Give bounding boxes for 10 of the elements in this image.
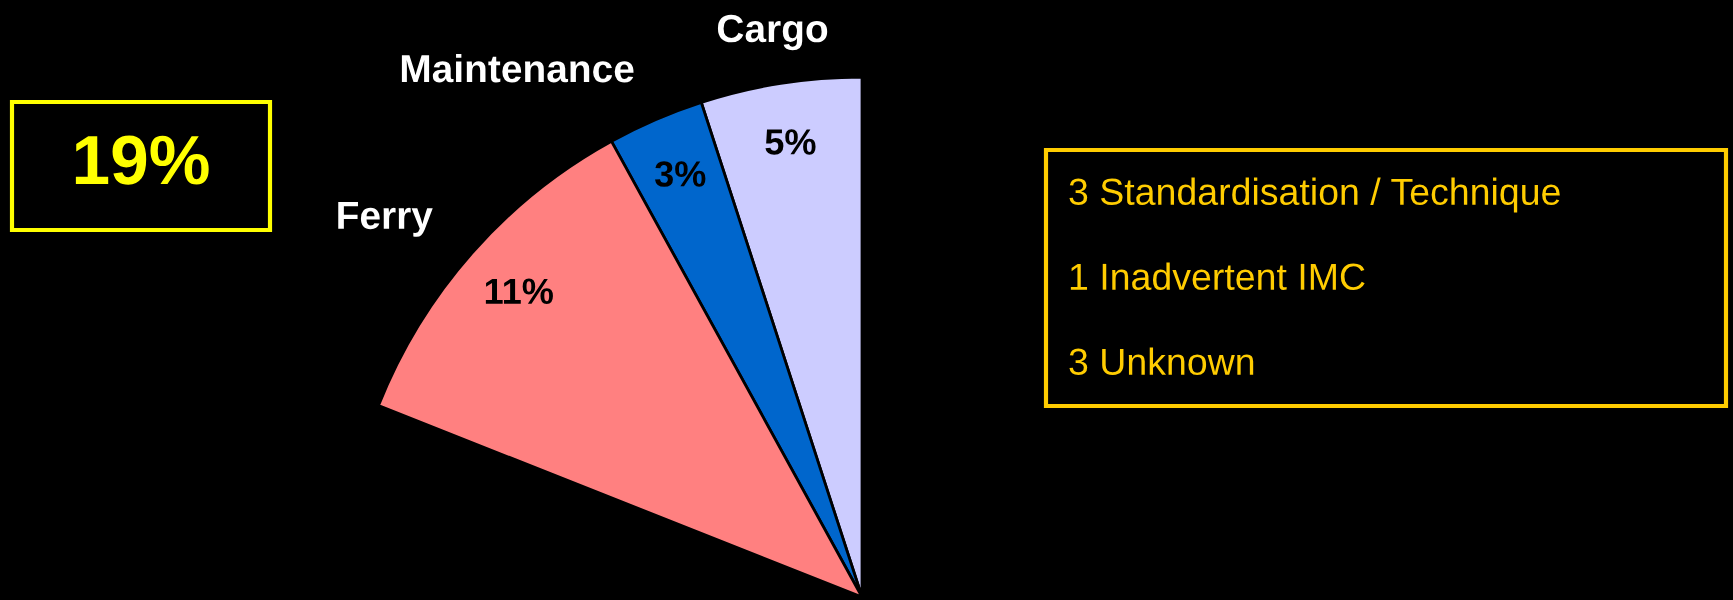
data-label: 5% (765, 129, 816, 155)
text: 3 Standardisation / Technique (1069, 177, 1560, 213)
slice-label: Ferry (338, 202, 433, 237)
text: 1 Inadvertent IMC (1070, 262, 1365, 291)
text: 19% (75, 135, 209, 185)
data-label: 3% (655, 161, 706, 187)
text: 3 Unknown (1069, 347, 1254, 376)
slice-label: Cargo (717, 14, 828, 51)
data-label: 11% (485, 278, 553, 304)
slice-label: Maintenance (401, 53, 634, 83)
